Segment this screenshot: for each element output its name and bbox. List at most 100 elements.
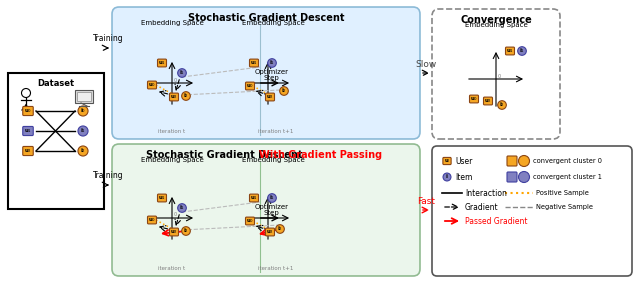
Text: i$_1$: i$_1$ <box>269 58 275 67</box>
Circle shape <box>182 227 190 235</box>
FancyBboxPatch shape <box>470 95 479 103</box>
Text: i$_1$: i$_1$ <box>179 203 185 212</box>
Text: u$_1$: u$_1$ <box>506 47 514 55</box>
FancyBboxPatch shape <box>77 92 91 101</box>
Text: i$_2$: i$_2$ <box>80 147 86 155</box>
Text: i$_2$: i$_2$ <box>277 225 283 234</box>
Circle shape <box>276 225 284 233</box>
Text: Gradient: Gradient <box>465 203 499 212</box>
FancyBboxPatch shape <box>23 106 33 115</box>
Text: 0: 0 <box>269 78 273 83</box>
Text: i$_0$: i$_0$ <box>80 106 86 115</box>
Circle shape <box>178 204 186 212</box>
Text: iteration t: iteration t <box>159 266 186 271</box>
Text: u$_0$: u$_0$ <box>24 107 32 115</box>
Text: u$_1$: u$_1$ <box>250 194 258 202</box>
Circle shape <box>443 173 451 181</box>
FancyBboxPatch shape <box>23 126 33 135</box>
Text: u$_0$: u$_0$ <box>246 82 254 90</box>
Circle shape <box>182 92 190 100</box>
Text: Optimizer: Optimizer <box>255 69 289 75</box>
Text: i$_1$: i$_1$ <box>179 69 185 78</box>
Text: i$_2$: i$_2$ <box>183 92 189 100</box>
Text: 0: 0 <box>269 212 273 217</box>
Text: u$_1$: u$_1$ <box>158 59 166 67</box>
Text: i$_1$: i$_1$ <box>269 194 275 202</box>
FancyBboxPatch shape <box>506 47 515 55</box>
Text: i$_2$: i$_2$ <box>183 226 189 235</box>
Text: u$_0$: u$_0$ <box>148 216 156 224</box>
Text: Embedding Space: Embedding Space <box>242 20 305 26</box>
FancyBboxPatch shape <box>170 228 179 236</box>
FancyBboxPatch shape <box>507 172 517 182</box>
Text: Stochastic Gradient Descent: Stochastic Gradient Descent <box>188 13 344 23</box>
Text: iteration t+1: iteration t+1 <box>259 266 294 271</box>
Text: convergent cluster 1: convergent cluster 1 <box>533 174 602 180</box>
FancyBboxPatch shape <box>266 228 275 236</box>
Text: i$_1$: i$_1$ <box>519 47 525 55</box>
FancyBboxPatch shape <box>246 217 255 225</box>
Text: Stochastic Gradient Descent: Stochastic Gradient Descent <box>146 150 306 160</box>
Text: Training: Training <box>93 34 124 43</box>
Text: u$_1$: u$_1$ <box>24 127 32 135</box>
FancyBboxPatch shape <box>443 157 451 165</box>
FancyBboxPatch shape <box>147 216 157 224</box>
Text: u$_1$: u$_1$ <box>158 194 166 202</box>
Text: 0: 0 <box>497 74 500 78</box>
Circle shape <box>268 194 276 202</box>
FancyBboxPatch shape <box>112 7 420 139</box>
FancyBboxPatch shape <box>507 156 517 166</box>
Text: iteration t+1: iteration t+1 <box>259 129 294 134</box>
FancyBboxPatch shape <box>432 146 632 276</box>
FancyBboxPatch shape <box>147 81 157 89</box>
Text: u$_0$: u$_0$ <box>470 95 478 103</box>
Text: Fast: Fast <box>417 197 435 206</box>
Text: convergent cluster 0: convergent cluster 0 <box>533 158 602 164</box>
Text: Embedding Space: Embedding Space <box>465 22 527 28</box>
Circle shape <box>268 59 276 67</box>
Circle shape <box>518 155 529 167</box>
FancyBboxPatch shape <box>483 97 493 105</box>
Text: Passed Gradient: Passed Gradient <box>465 216 527 225</box>
Text: u$_2$: u$_2$ <box>24 147 32 155</box>
Text: u$_1$: u$_1$ <box>250 59 258 67</box>
Text: i: i <box>446 175 448 180</box>
Text: Step: Step <box>264 75 280 81</box>
Circle shape <box>78 146 88 156</box>
FancyBboxPatch shape <box>8 73 104 209</box>
Text: iteration t: iteration t <box>159 129 186 134</box>
Text: i$_2$: i$_2$ <box>281 87 287 96</box>
FancyBboxPatch shape <box>250 59 259 67</box>
FancyBboxPatch shape <box>432 9 560 139</box>
Text: Embedding Space: Embedding Space <box>242 157 305 163</box>
Text: Negative Sample: Negative Sample <box>536 204 593 210</box>
Text: Dataset: Dataset <box>37 79 75 88</box>
Text: 0: 0 <box>173 78 177 83</box>
FancyBboxPatch shape <box>157 59 166 67</box>
Text: u$_2$: u$_2$ <box>170 93 178 101</box>
Text: Embedding Space: Embedding Space <box>141 20 204 26</box>
Text: u: u <box>445 158 449 164</box>
Text: Step: Step <box>264 210 280 216</box>
FancyBboxPatch shape <box>75 90 93 103</box>
Text: User: User <box>455 157 472 166</box>
Text: u$_2$: u$_2$ <box>484 97 492 105</box>
Circle shape <box>178 69 186 77</box>
Text: u$_2$: u$_2$ <box>170 228 178 236</box>
FancyBboxPatch shape <box>266 93 275 101</box>
FancyBboxPatch shape <box>23 146 33 156</box>
FancyBboxPatch shape <box>157 194 166 202</box>
Text: Slow: Slow <box>415 60 436 69</box>
Circle shape <box>498 101 506 109</box>
Text: u$_2$: u$_2$ <box>266 228 274 236</box>
Text: u$_0$: u$_0$ <box>148 81 156 89</box>
FancyBboxPatch shape <box>112 144 420 276</box>
Circle shape <box>518 171 529 182</box>
Text: Optimizer: Optimizer <box>255 204 289 210</box>
Text: i$_1$: i$_1$ <box>80 126 86 135</box>
Text: i$_2$: i$_2$ <box>499 101 505 110</box>
Circle shape <box>78 126 88 136</box>
Text: Item: Item <box>455 173 472 182</box>
Text: u$_2$: u$_2$ <box>266 93 274 101</box>
Circle shape <box>22 89 31 98</box>
